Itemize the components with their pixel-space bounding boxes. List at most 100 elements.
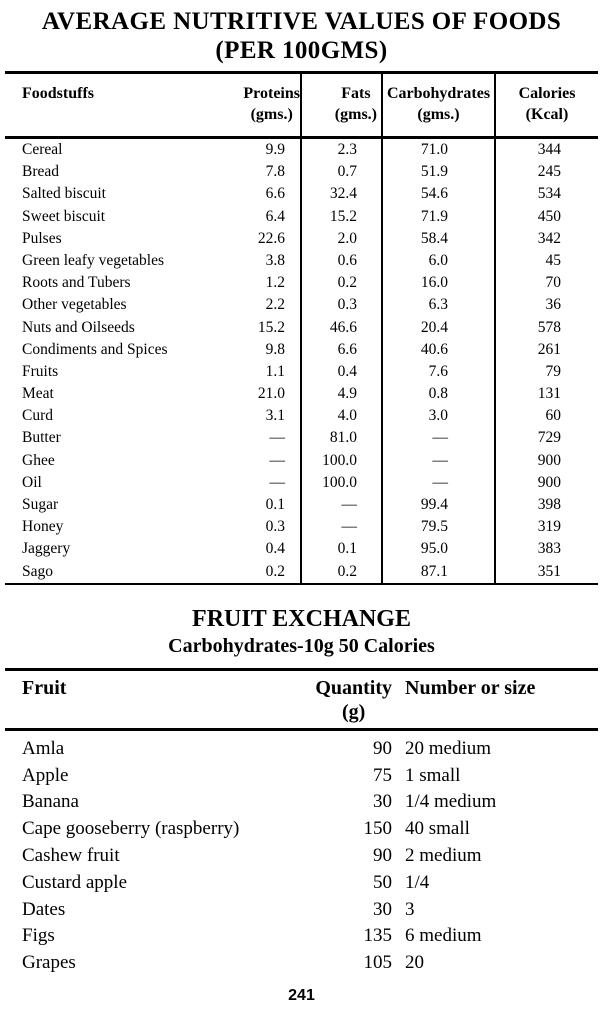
fats-cell: 0.3 [300,294,381,317]
fats-cell: 100.0 [300,449,381,472]
number-cell: 1/4 medium [405,791,497,813]
quantity-cell: 90 [373,737,392,759]
fruit-cell: Apple [22,764,69,786]
fruit-header-separator-rule [5,727,598,731]
table-row: Curd 3.1 4.0 3.0 60 [5,405,598,428]
fruit-cell: Figs [22,925,55,947]
calories-cell: 342 [494,227,598,250]
fruit-table-row: Apple 75 1 small [5,763,598,790]
nutritive-table-body: Cereal 9.9 2.3 71.0 344 Bread 7.8 0.7 51… [0,139,603,583]
page-subtitle: (PER 100GMS) [215,37,388,64]
calories-cell: 60 [494,405,598,428]
quantity-cell: 75 [373,764,392,786]
proteins-cell: 6.6 [265,185,285,203]
fats-cell: 46.6 [300,316,381,339]
carbs-cell: 0.8 [381,383,494,406]
foodstuff-cell: Green leafy vegetables 3.8 [5,250,300,272]
carbs-cell: — [381,449,494,472]
fruit-table-row: Figs 135 6 medium [5,923,598,950]
proteins-cell: 1.1 [265,362,285,380]
calories-cell: 900 [494,449,598,472]
quantity-cell: 135 [363,925,393,947]
table-row: Salted biscuit 6.6 32.4 54.6 534 [5,183,598,206]
table-row: Cereal 9.9 2.3 71.0 344 [5,139,598,162]
number-cell: 6 medium [405,925,482,947]
carbs-cell: 79.5 [381,516,494,539]
table-row: Nuts and Oilseeds 15.2 46.6 20.4 578 [5,316,598,339]
table-row: Pulses 22.6 2.0 58.4 342 [5,227,598,250]
foodstuff-cell: Curd 3.1 [5,405,300,427]
fats-cell: 15.2 [300,205,381,228]
fruit-table-row: Cashew fruit 90 2 medium [5,843,598,870]
page-number: 241 [288,986,315,1004]
calories-cell: 900 [494,471,598,495]
foodstuff-cell: Meat 21.0 [5,383,300,405]
proteins-cell: 2.2 [265,296,285,314]
fats-cell: 0.7 [300,161,381,184]
quantity-cell: 30 [373,791,392,813]
number-cell: 1/4 [405,871,430,893]
foodstuff-cell: Nuts and Oilseeds 15.2 [5,317,300,339]
number-cell: 2 medium [405,844,482,866]
carbs-cell: 71.0 [381,139,494,162]
fats-cell: — [300,494,381,517]
foodstuff-cell: Sago 0.2 [5,561,300,583]
proteins-cell: 9.8 [265,340,285,358]
header-separator-rule [5,136,598,139]
calories-cell: 344 [494,139,598,162]
foodstuff-cell: Condiments and Spices 9.8 [5,339,300,361]
table-row: Sweet biscuit 6.4 15.2 71.9 450 [5,205,598,228]
calories-cell: 729 [494,427,598,450]
calories-cell: 578 [494,316,598,339]
calories-cell: 450 [494,205,598,228]
fats-cell: 0.2 [300,560,381,583]
calories-cell: 79 [494,360,598,384]
fats-cell: 4.0 [300,405,381,428]
calories-unit: (Kcal) [525,106,569,123]
proteins-cell: — [269,473,286,491]
fruit-cell: Dates [22,898,66,920]
calories-cell: 131 [494,383,598,406]
calories-header-cell: Calories (Kcal) [494,74,598,136]
quantity-cell: 90 [373,844,392,866]
table-row: Roots and Tubers 1.2 0.2 16.0 70 [5,272,598,295]
carbohydrates-header: Carbohydrates (gms.) [386,85,491,123]
foodstuff-cell: Oil — [5,472,300,494]
calories-cell: 261 [494,338,598,361]
calories-cell: 383 [494,538,598,561]
calories-cell: 245 [494,161,598,184]
calories-cell: 351 [494,560,598,583]
foodstuff-cell: Sugar 0.1 [5,494,300,516]
fats-cell: 0.2 [300,272,381,295]
carbs-cell: 6.0 [381,249,494,273]
table-row: Sugar 0.1 — 99.4 398 [5,494,598,517]
proteins-cell: 0.4 [265,540,285,558]
foodstuff-cell: Sweet biscuit 6.4 [5,206,300,228]
number-or-size-header: Number or size [405,676,536,699]
fruit-table-row: Cape gooseberry (raspberry) 150 40 small [5,816,598,843]
fruit-table-row: Amla 90 20 medium [5,736,598,763]
carbs-cell: — [381,427,494,450]
number-cell: 40 small [405,818,470,840]
carbs-cell: 71.9 [381,205,494,228]
calories-cell: 534 [494,183,598,206]
proteins-cell: 0.3 [265,518,285,536]
proteins-cell: 1.2 [265,274,285,292]
fruit-table-body: Amla 90 20 medium Apple 75 1 small Banan… [0,731,603,977]
foodstuff-cell: Honey 0.3 [5,516,300,538]
number-cell: 1 small [405,764,461,786]
fruit-cell: Cashew fruit [22,844,120,866]
foodstuff-cell: Butter — [5,427,300,449]
proteins-cell: — [269,429,286,447]
quantity-cell: 105 [363,952,393,974]
proteins-cell: 0.1 [265,496,285,513]
proteins-cell: 9.9 [265,141,285,158]
nutritive-table-header: Foodstuffs Proteins (gms.) Fats (gms.) C… [5,74,598,136]
fruit-table-top-rule [5,667,598,671]
foodstuff-cell: Ghee — [5,450,300,472]
quantity-unit: (g) [341,700,366,723]
quantity-header-cell: Quantity (g) [292,671,392,728]
calories-cell: 398 [494,494,598,517]
fruit-table-header: Fruit Quantity (g) Number or size [5,671,598,728]
table-bottom-rule [5,582,598,585]
